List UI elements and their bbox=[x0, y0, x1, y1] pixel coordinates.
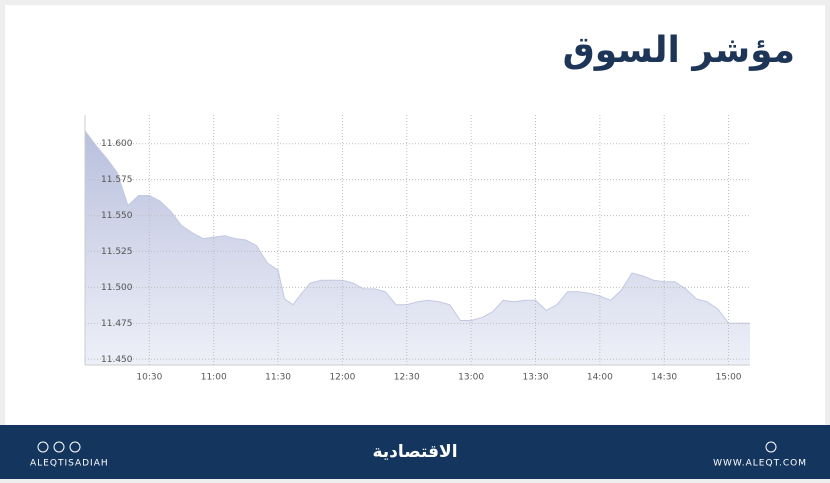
x-tick-label: 11:00 bbox=[201, 373, 227, 383]
x-tick-label: 13:00 bbox=[458, 373, 484, 383]
x-tick-label: 13:30 bbox=[523, 373, 549, 383]
social-icons bbox=[37, 441, 777, 453]
chart-title: مؤشر السوق bbox=[563, 30, 795, 71]
y-tick-label: 11.475 bbox=[101, 319, 133, 329]
y-tick-label: 11.500 bbox=[101, 283, 133, 293]
area bbox=[85, 130, 750, 365]
x-tick-label: 15:00 bbox=[716, 373, 742, 383]
y-tick-label: 11.575 bbox=[101, 175, 133, 185]
x-tick-label: 11:30 bbox=[265, 373, 291, 383]
footer-bar bbox=[0, 425, 830, 479]
x-tick-label: 14:00 bbox=[587, 373, 613, 383]
x-tick-label: 12:00 bbox=[329, 373, 355, 383]
footer-handle: ALEQTISADIAH bbox=[30, 459, 109, 469]
y-tick-label: 11.450 bbox=[101, 355, 133, 365]
y-tick-label: 11.600 bbox=[101, 139, 133, 149]
x-tick-label: 10:30 bbox=[136, 373, 162, 383]
footer-logo: الاقتصادية bbox=[372, 442, 457, 462]
x-tick-label: 14:30 bbox=[651, 373, 677, 383]
y-tick-label: 11.550 bbox=[101, 211, 133, 221]
y-tick-label: 11.525 bbox=[101, 247, 133, 257]
x-tick-label: 12:30 bbox=[394, 373, 420, 383]
plot: 11.450 11.475 11.500 11.525 11.550 11.575 11.6… bbox=[84, 115, 750, 383]
area-line bbox=[84, 130, 750, 324]
footer-website: WWW.ALEQT.COM bbox=[713, 459, 807, 469]
